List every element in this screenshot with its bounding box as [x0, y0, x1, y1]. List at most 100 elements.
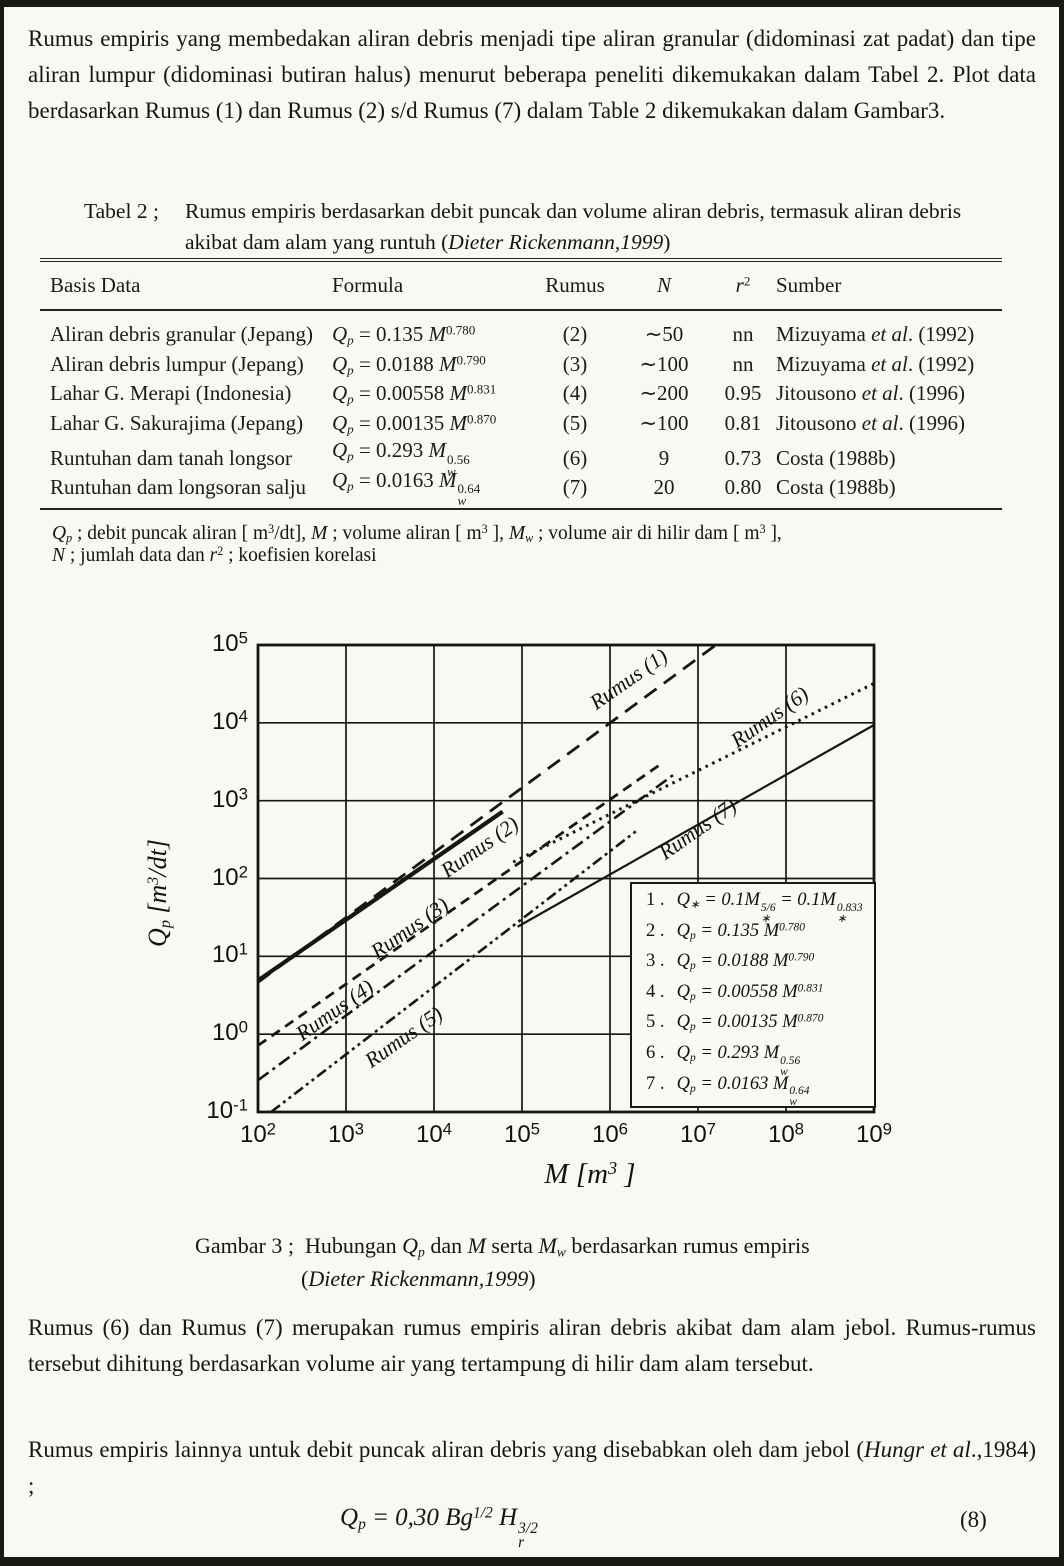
table-cell: Qp = 0.293 M 0.56 w: [332, 438, 470, 479]
x-axis-tick-label: 106: [591, 1119, 629, 1148]
page: Rumus empiris yang membedakan aliran deb…: [4, 7, 1059, 1557]
x-axis-tick-label: 105: [503, 1119, 541, 1148]
x-axis-tick-label: 103: [327, 1119, 365, 1148]
table-cell: Qp = 0.00135 M0.870: [332, 410, 497, 436]
table-row: Aliran debris granular (Jepang) Qp = 0.13…: [40, 320, 1002, 350]
table-header-cell: Basis Data: [50, 273, 141, 297]
table-cell: Qp = 0.135 M0.780: [332, 322, 476, 348]
legend-entry: 4 . Qp = 0.00558 M0.831: [646, 981, 824, 1003]
table-cell: Qp = 0.0188 M0.790: [332, 351, 486, 377]
figure-caption: Gambar 3 ; Hubungan Qp dan M serta Mw be…: [195, 1229, 915, 1295]
x-axis-tick-label: 102: [239, 1119, 277, 1148]
table-cell: Lahar G. Merapi (Indonesia): [50, 381, 292, 406]
legend-entry: 2 . Qp = 0.135 M0.780: [646, 920, 805, 942]
table-header-cell: r2: [735, 273, 751, 297]
table-cell: (6): [562, 445, 588, 470]
table-footnote-line2: N ; jumlah data dan r2 ; koefisien korel…: [52, 543, 377, 566]
series-line-rumus-6: [512, 682, 875, 864]
y-axis-tick-label: 105: [211, 628, 248, 657]
table-cell: (4): [562, 381, 588, 406]
chart-legend: 1 . Q∗ = 0.1M 5/6 ∗ = 0.1M 0.833 ∗ 2 . Qp = 0…: [630, 882, 876, 1108]
table-caption: Tabel 2 ; Rumus empiris berdasarkan debi…: [84, 196, 1064, 258]
table-row: Lahar G. Sakurajima (Jepang) Qp = 0.00135…: [40, 409, 1002, 439]
plot-svg: [256, 643, 876, 1114]
y-axis-tick-label: 101: [211, 939, 248, 969]
table-cell: Mizuyama et al. (1992): [776, 351, 975, 376]
table-caption-line1: Rumus empiris berdasarkan debit puncak d…: [185, 199, 962, 223]
table-cell: 9: [658, 445, 670, 470]
y-axis-tick-label: 104: [211, 706, 248, 735]
table-caption-line2: akibat dam alam yang runtuh (Dieter Rick…: [185, 230, 671, 254]
table-cell: 20: [653, 475, 675, 500]
table-cell: ∼50: [644, 322, 684, 347]
y-axis-tick-label: 102: [211, 861, 248, 891]
table-cell: 0.80: [724, 475, 762, 500]
table-cell: Jitousono et al. (1996): [776, 410, 966, 435]
figure-caption-label: Gambar 3 ;: [195, 1233, 294, 1258]
table-footnote-line1: Qp ; debit puncak aliran [ m3/dt], M ; v…: [52, 521, 782, 546]
table-header-cell: N: [656, 273, 671, 297]
legend-entry: 3 . Qp = 0.0188 M0.790: [646, 951, 815, 973]
table-cell: 0.95: [724, 381, 762, 406]
series-line-rumus-4: [257, 771, 677, 1082]
table-cell: Costa (1988b): [776, 445, 896, 470]
table-row: Aliran debris lumpur (Jepang) Qp = 0.0188…: [40, 350, 1002, 380]
equation-8: Qp = 0,30 Bg1/2 H 3/2 r: [340, 1504, 538, 1552]
figure-caption-line1: Hubungan Qp dan M serta Mw berdasarkan r…: [304, 1233, 810, 1260]
legend-entry: 7 . Qp = 0.0163 M 0.64 w: [646, 1073, 810, 1109]
series-line-rumus-7: [517, 724, 875, 928]
table-row: Runtuhan dam tanah longsor Qp = 0.293 M 0.…: [40, 438, 1002, 478]
table-cell: Qp = 0.00558 M0.831: [332, 381, 497, 407]
table-header-cell: Formula: [332, 273, 404, 297]
x-axis-tick-label: 107: [679, 1119, 717, 1148]
table-cell: (2): [562, 322, 588, 347]
figure-chart: 105 104 103 102 101 100 10-1 102 103 104 105 106 107…: [130, 616, 940, 1236]
table-cell: ∼100: [639, 410, 689, 435]
figure-caption-line2: (Dieter Rickenmann,1999): [301, 1266, 536, 1291]
table-cell: Costa (1988b): [776, 475, 896, 500]
y-axis-title: Qp [m3/dt]: [143, 839, 175, 947]
legend-entry: 5 . Qp = 0.00135 M0.870: [646, 1012, 824, 1034]
x-axis-tick-label: 104: [415, 1119, 453, 1148]
table-cell: Aliran debris lumpur (Jepang): [50, 351, 304, 376]
table-cell: 0.81: [724, 410, 762, 435]
table-cell: Runtuhan dam longsoran salju: [50, 475, 307, 500]
x-axis-title: M [m3 ]: [544, 1158, 636, 1190]
series-line-rumus-5: [270, 829, 638, 1113]
table-cell: nn: [732, 322, 754, 347]
plot-border: [256, 643, 876, 1114]
legend-entry: 1 . Q∗ = 0.1M 5/6 ∗ = 0.1M 0.833 ∗: [646, 890, 863, 925]
y-axis-tick-label: 103: [211, 784, 248, 813]
table-cell: ∼200: [639, 381, 689, 406]
y-axis-tick-label: 100: [211, 1017, 248, 1047]
table-cell: (7): [562, 475, 588, 500]
table-cell: Qp = 0.0163 M 0.64 w: [332, 467, 481, 509]
table-body: Aliran debris granular (Jepang) Qp = 0.13…: [40, 311, 1002, 510]
y-axis-tick-label: 10-1: [206, 1095, 248, 1124]
table-cell: Runtuhan dam tanah longsor: [50, 445, 293, 470]
paragraph-3: Rumus empiris lainnya untuk debit puncak…: [28, 1437, 1036, 1498]
table-cell: Jitousono et al. (1996): [776, 381, 966, 406]
table-row: Runtuhan dam longsoran salju Qp = 0.0163 …: [40, 468, 1002, 508]
x-axis-tick-label: 109: [855, 1119, 893, 1148]
table-cell: Aliran debris granular (Jepang): [50, 322, 313, 347]
table-caption-label: Tabel 2 ;: [84, 199, 159, 223]
table-header-cell: Rumus: [545, 273, 605, 297]
table-cell: nn: [732, 351, 754, 376]
table-header-cell: Sumber: [776, 273, 842, 297]
legend-entry: 6 . Qp = 0.293 M 0.56 w: [646, 1042, 801, 1078]
paragraph-1: Rumus empiris yang membedakan aliran deb…: [28, 26, 1036, 123]
paragraph-2: Rumus (6) dan Rumus (7) merupakan rumus …: [28, 1315, 1036, 1376]
equation-8-number: (8): [960, 1507, 987, 1532]
table-cell: Lahar G. Sakurajima (Jepang): [50, 410, 304, 435]
table-footnote: Qp ; debit puncak aliran [ m3/dt], M ; v…: [52, 523, 1012, 567]
table-cell: Mizuyama et al. (1992): [776, 322, 975, 347]
table-cell: (5): [562, 410, 588, 435]
table-cell: (3): [562, 351, 588, 376]
table-cell: 0.73: [724, 445, 762, 470]
table-row: Lahar G. Merapi (Indonesia) Qp = 0.00558 …: [40, 379, 1002, 409]
table-cell: ∼100: [639, 351, 689, 376]
